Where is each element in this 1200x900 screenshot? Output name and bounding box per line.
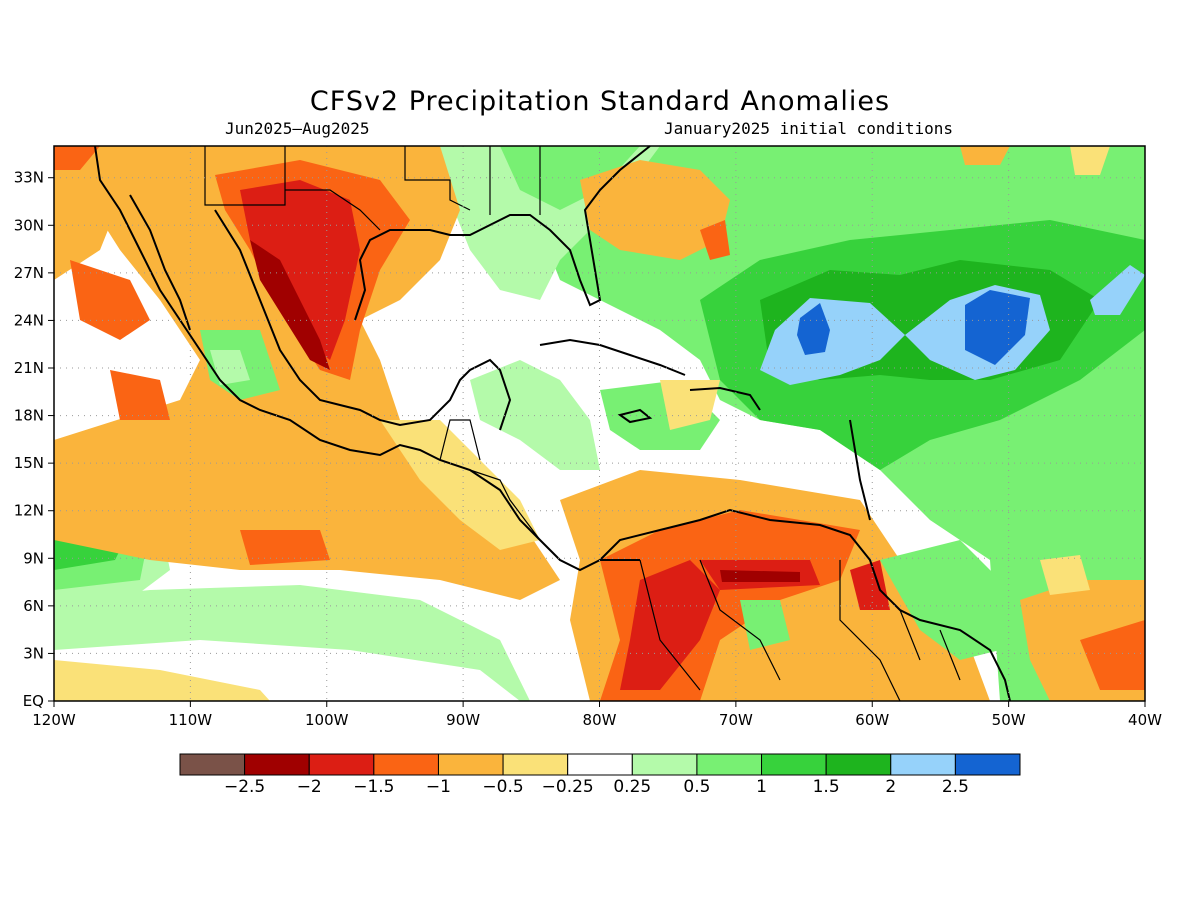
y-tick-label: 24N <box>14 311 44 329</box>
colorbar-swatch <box>954 753 1021 776</box>
colorbar-swatch <box>696 753 763 776</box>
y-tick-label: 27N <box>14 264 44 282</box>
colorbar-label: 1 <box>756 777 767 797</box>
y-tick-label: 33N <box>14 169 44 187</box>
colorbar-swatch <box>179 753 246 776</box>
colorbar-label: 2 <box>885 777 897 797</box>
colorbar-swatch <box>761 753 827 776</box>
colorbar-label: −0.25 <box>541 777 594 797</box>
wet-region-blue-west <box>760 298 905 385</box>
colorbar-swatch <box>502 753 569 776</box>
colorbar-label: −2 <box>296 777 322 797</box>
y-tick-label: 3N <box>23 644 44 662</box>
colorbar-swatch <box>825 753 892 776</box>
grid-lines <box>54 146 1145 701</box>
anomaly-field <box>54 146 1145 701</box>
y-tick-label: 6N <box>23 597 44 615</box>
forecast-period: Jun2025–Aug2025 <box>225 119 370 138</box>
colorbar-label: 2.5 <box>941 777 969 797</box>
colorbar-label: −1 <box>425 777 451 797</box>
colorbar-label: −0.5 <box>482 777 524 797</box>
x-tick-label: 90W <box>446 711 480 729</box>
x-tick-label: 50W <box>992 711 1026 729</box>
x-tick-label: 110W <box>169 711 213 729</box>
colorbar-swatch <box>631 753 698 776</box>
y-tick-label: 12N <box>14 502 44 520</box>
coastlines <box>94 145 1011 702</box>
colorbar-label: −1.5 <box>353 777 395 797</box>
colorbar-label: 1.5 <box>812 777 840 797</box>
colorbar-label: −2.5 <box>223 777 266 797</box>
initial-conditions: January2025 initial conditions <box>664 119 953 138</box>
x-tick-label: 40W <box>1128 711 1162 729</box>
x-tick-label: 100W <box>305 711 349 729</box>
colorbar-swatch <box>437 753 504 776</box>
colorbar-swatch <box>308 753 375 776</box>
colorbar-swatch <box>244 753 310 776</box>
y-tick-label: 15N <box>14 454 44 472</box>
colorbar-label: 0.5 <box>683 777 711 797</box>
y-tick-label: EQ <box>23 692 44 710</box>
x-tick-label: 70W <box>719 711 753 729</box>
x-tick-label: 80W <box>583 711 617 729</box>
y-tick-label: 30N <box>14 216 44 234</box>
colorbar-label: 0.25 <box>613 777 652 797</box>
y-tick-label: 9N <box>23 549 44 567</box>
colorbar-swatch <box>567 753 633 776</box>
colorbar <box>179 753 1021 776</box>
x-tick-label: 60W <box>855 711 889 729</box>
axis-ticks: 120W 110W 100W 90W 80W 70W 60W 50W 40W EQ 3N 6N 9N 12… <box>14 169 1162 729</box>
country-borders <box>204 146 961 702</box>
y-tick-label: 18N <box>14 407 44 425</box>
y-tick-label: 21N <box>14 359 44 377</box>
colorbar-swatch <box>373 753 439 776</box>
colorbar-swatch <box>890 753 956 776</box>
x-tick-label: 120W <box>32 711 76 729</box>
map-title: CFSv2 Precipitation Standard Anomalies <box>309 86 891 117</box>
